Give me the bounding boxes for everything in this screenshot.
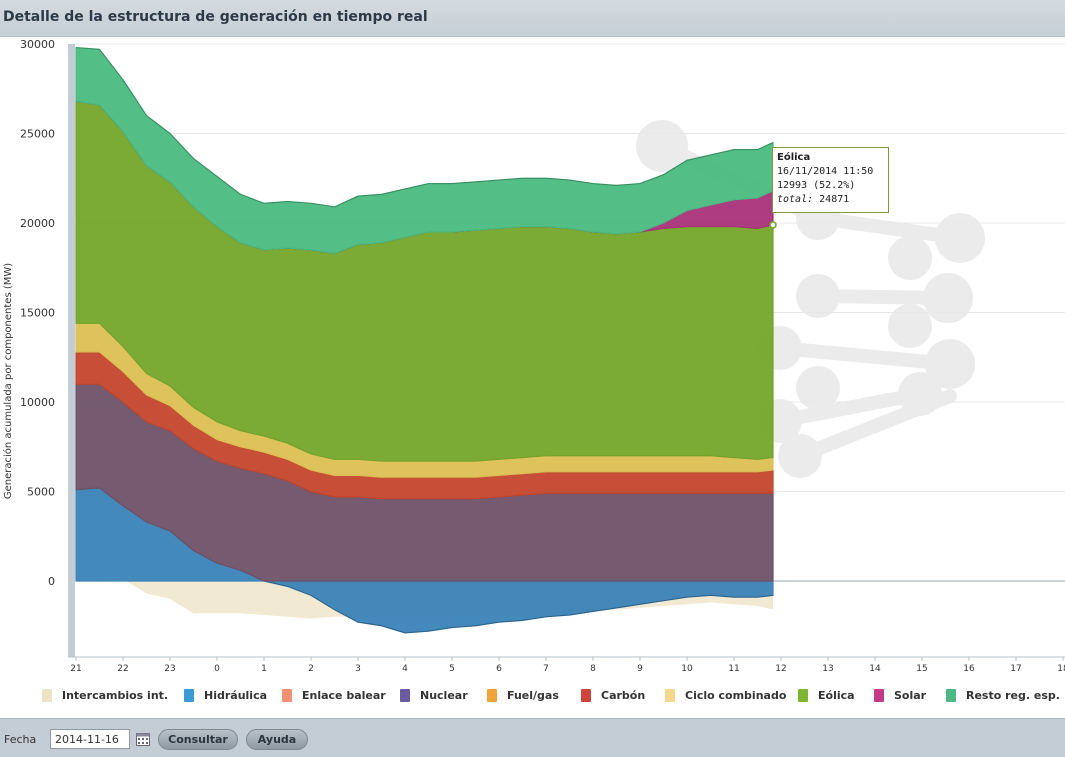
legend-swatch xyxy=(798,688,808,702)
date-input[interactable] xyxy=(50,729,130,749)
tooltip-total-label: total: xyxy=(777,194,814,205)
legend-item[interactable]: Solar xyxy=(874,684,926,706)
area-resto-reg-esp-line xyxy=(75,47,774,208)
footer-bar: Fecha Consultar Ayuda xyxy=(0,718,1065,757)
legend-swatch xyxy=(184,688,194,702)
tooltip-value: 12993 (52.2%) xyxy=(777,180,856,191)
tooltip-datetime: 16/11/2014 11:50 xyxy=(777,166,874,177)
chart-tooltip: Eólica 16/11/2014 11:50 12993 (52.2%) to… xyxy=(772,147,889,213)
x-tick-label: 16 xyxy=(963,664,975,674)
x-tick-label: 9 xyxy=(637,664,643,674)
watermark-graphic xyxy=(636,120,985,478)
ayuda-button[interactable]: Ayuda xyxy=(246,729,308,750)
legend-label: Intercambios int. xyxy=(62,688,169,702)
legend-swatch xyxy=(400,688,410,702)
x-tick-label: 17 xyxy=(1010,664,1021,674)
legend-label: Resto reg. esp. xyxy=(966,688,1060,702)
x-tick-label: 18 xyxy=(1057,664,1065,674)
legend-item[interactable]: Hidráulica xyxy=(184,684,267,706)
legend-item[interactable]: Carbón xyxy=(581,684,645,706)
legend-item[interactable]: Fuel/gas xyxy=(487,684,559,706)
chart-grid xyxy=(68,43,1065,661)
legend-label: Hidráulica xyxy=(204,688,268,702)
legend-label: Carbón xyxy=(601,688,646,702)
x-tick-label: 12 xyxy=(775,664,786,674)
x-tick-label: 11 xyxy=(728,664,739,674)
legend-item[interactable]: Resto reg. esp. xyxy=(946,684,1060,706)
x-tick-label: 2 xyxy=(308,664,314,674)
x-tick-label: 3 xyxy=(355,664,361,674)
legend-swatch xyxy=(665,688,675,702)
y-tick-label: 10000 xyxy=(20,396,55,409)
y-axis-title: Generación acumulada por componentes (MW… xyxy=(2,263,14,499)
chart-overlay xyxy=(769,221,777,229)
x-tick-label: 13 xyxy=(822,664,833,674)
chart-legend: Intercambios int. Hidráulica Enlace balear… xyxy=(0,684,1065,706)
calendar-icon[interactable] xyxy=(136,733,150,746)
legend-item[interactable]: Intercambios int. xyxy=(42,684,168,706)
legend-label: Nuclear xyxy=(420,688,468,702)
header-bar: Detalle de la estructura de generación e… xyxy=(0,0,1065,37)
x-tick-label: 7 xyxy=(543,664,549,674)
legend-swatch xyxy=(581,688,591,702)
page-title: Detalle de la estructura de generación e… xyxy=(3,9,428,25)
x-tick-label: 15 xyxy=(916,664,927,674)
legend-swatch xyxy=(874,688,884,702)
y-tick-label: 30000 xyxy=(20,38,55,51)
x-tick-label: 6 xyxy=(496,664,502,674)
x-axis-labels: 2122230123456789101112131415161718 xyxy=(70,664,1065,674)
legend-item[interactable]: Ciclo combinado xyxy=(665,684,786,706)
y-tick-label: 15000 xyxy=(20,307,55,320)
y-tick-label: 25000 xyxy=(20,128,55,141)
legend-label: Eólica xyxy=(818,688,855,702)
y-tick-label: 0 xyxy=(48,575,55,588)
legend-label: Ciclo combinado xyxy=(685,688,787,702)
x-tick-label: 21 xyxy=(70,664,81,674)
tooltip-total-value: 24871 xyxy=(819,194,850,205)
legend-swatch xyxy=(42,688,52,702)
y-tick-label: 20000 xyxy=(20,217,55,230)
legend-item[interactable]: Nuclear xyxy=(400,684,468,706)
legend-swatch xyxy=(946,688,956,702)
legend-label: Fuel/gas xyxy=(507,688,559,702)
legend-label: Enlace balear xyxy=(302,688,386,702)
hover-marker xyxy=(769,221,777,229)
x-tick-label: 23 xyxy=(164,664,175,674)
left-strip xyxy=(68,44,75,657)
y-axis-labels: 0 5000 10000 15000 20000 25000 30000 xyxy=(20,38,55,588)
x-tick-label: 14 xyxy=(869,664,881,674)
chart-areas xyxy=(75,46,774,634)
legend-item[interactable]: Enlace balear xyxy=(282,684,386,706)
legend-swatch xyxy=(282,688,292,702)
fecha-label: Fecha xyxy=(4,733,37,746)
legend-item[interactable]: Eólica xyxy=(798,684,855,706)
x-tick-label: 5 xyxy=(449,664,455,674)
y-tick-label: 5000 xyxy=(27,486,55,499)
x-tick-label: 0 xyxy=(214,664,220,674)
x-tick-label: 8 xyxy=(590,664,596,674)
consultar-button[interactable]: Consultar xyxy=(158,729,238,750)
x-tick-label: 4 xyxy=(402,664,408,674)
x-tick-label: 22 xyxy=(117,664,128,674)
legend-label: Solar xyxy=(894,688,927,702)
legend-swatch xyxy=(487,688,497,702)
tooltip-title: Eólica xyxy=(777,152,811,163)
x-tick-label: 1 xyxy=(261,664,267,674)
x-tick-label: 10 xyxy=(681,664,693,674)
